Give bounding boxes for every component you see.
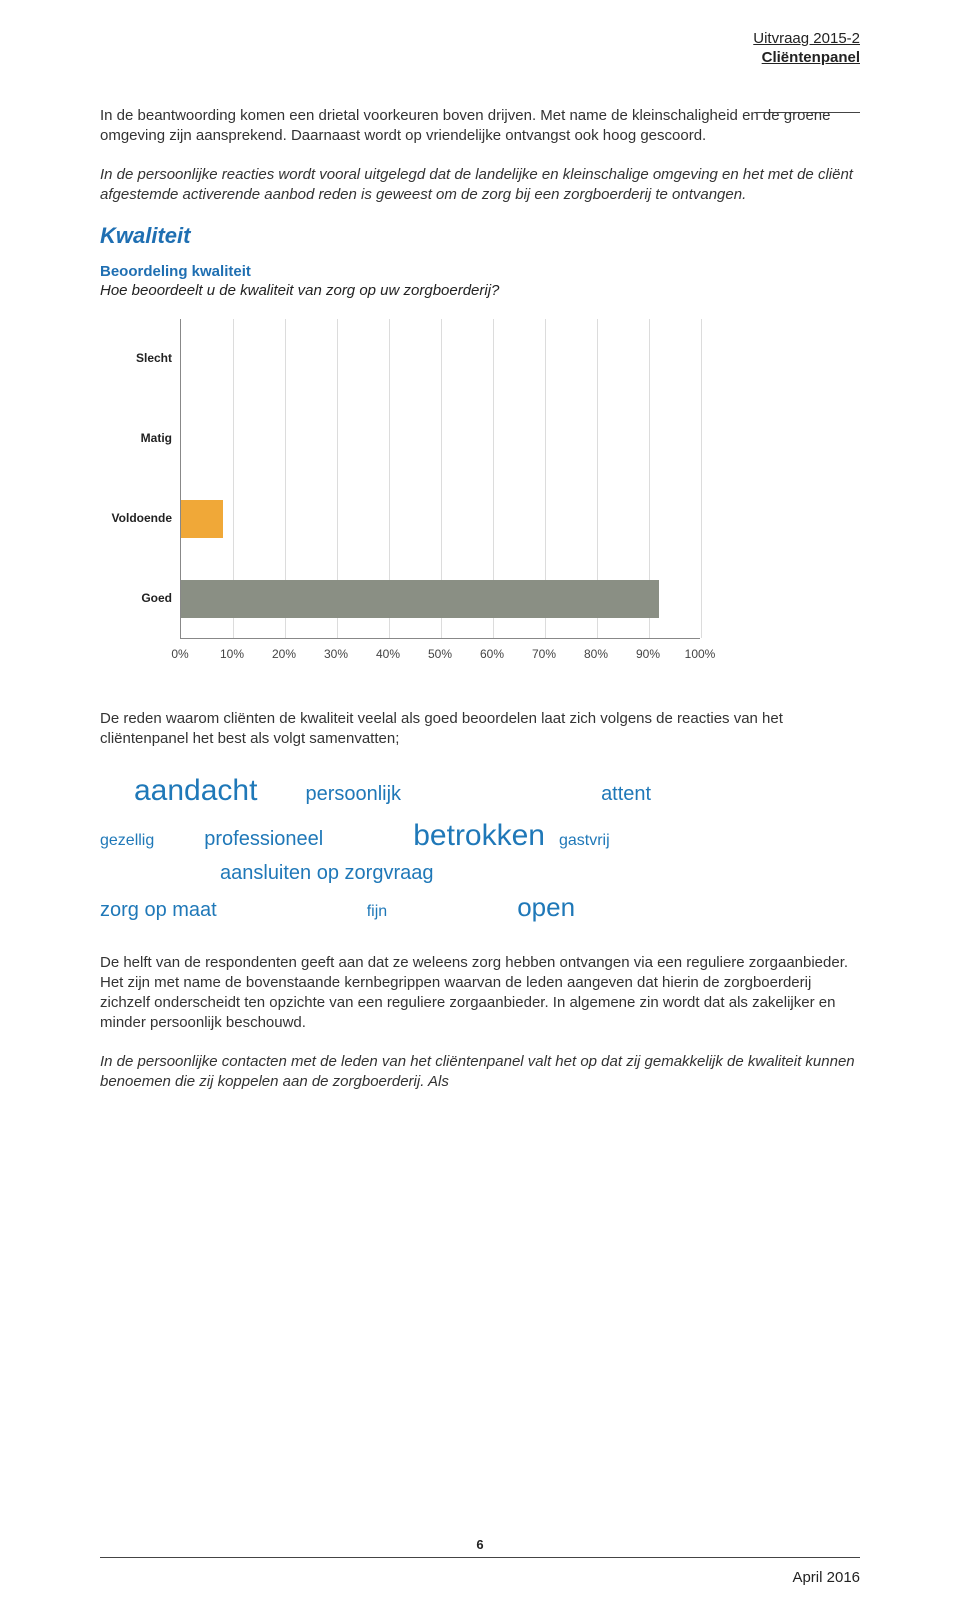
chart-bar [181,500,223,538]
chart-x-tick-label: 10% [220,647,244,661]
header-rule [756,112,860,113]
chart-y-label: Goed [100,591,172,605]
section-heading-kwaliteit: Kwaliteit [100,223,860,249]
chart-y-label: Slecht [100,351,172,365]
wc-betrokken: betrokken [413,813,545,858]
paragraph-after-chart: De reden waarom cliënten de kwaliteit ve… [100,709,860,750]
chart-x-tick-label: 90% [636,647,660,661]
header-line-2: Cliëntenpanel [753,49,860,68]
chart-x-tick-label: 70% [532,647,556,661]
paragraph-intro-2: In de persoonlijke reacties wordt vooral… [100,165,860,206]
quality-chart: 0% 10% 20% 30% 40% 50% 60% 70% 80% 90% 100% Slecht M… [100,309,720,679]
section-subheading: Beoordeling kwaliteit [100,263,860,280]
chart-y-label: Matig [100,431,172,445]
wc-gezellig: gezellig [100,829,154,853]
chart-x-tick-label: 0% [171,647,188,661]
chart-x-tick-label: 50% [428,647,452,661]
wordcloud: aandacht persoonlijk attent gezellig pro… [100,768,860,927]
wc-fijn: fijn [367,900,387,924]
chart-x-tick-label: 30% [324,647,348,661]
footer-rule [100,1557,860,1558]
page-header: Uitvraag 2015-2 Cliëntenpanel [753,30,860,113]
page: Uitvraag 2015-2 Cliëntenpanel In de bean… [0,0,960,1620]
wc-professioneel: professioneel [204,824,323,854]
wc-aandacht: aandacht [134,768,257,813]
paragraph-intro-1: In de beantwoording komen een drietal vo… [100,106,860,147]
content: In de beantwoording komen een drietal vo… [100,106,860,1092]
wc-aansluiten: aansluiten op zorgvraag [220,858,433,888]
chart-plot-area [180,319,700,639]
wc-gastvrij: gastvrij [559,829,610,853]
page-number: 6 [476,1537,483,1552]
wc-open: open [517,888,575,927]
chart-x-tick-label: 60% [480,647,504,661]
chart-x-tick-label: 20% [272,647,296,661]
paragraph-closing: In de persoonlijke contacten met de lede… [100,1052,860,1093]
chart-x-tick-label: 40% [376,647,400,661]
wc-zorgopmaat: zorg op maat [100,895,217,925]
footer-date: April 2016 [792,1569,860,1586]
wc-attent: attent [601,779,651,809]
paragraph-after-wordcloud: De helft van de respondenten geeft aan d… [100,953,860,1034]
chart-bar [181,580,659,618]
wc-persoonlijk: persoonlijk [305,779,401,809]
header-line-1: Uitvraag 2015-2 [753,30,860,49]
chart-x-tick-label: 100% [685,647,716,661]
chart-x-tick-label: 80% [584,647,608,661]
section-question: Hoe beoordeelt u de kwaliteit van zorg o… [100,282,860,299]
chart-gridline [701,319,702,638]
chart-y-label: Voldoende [100,511,172,525]
